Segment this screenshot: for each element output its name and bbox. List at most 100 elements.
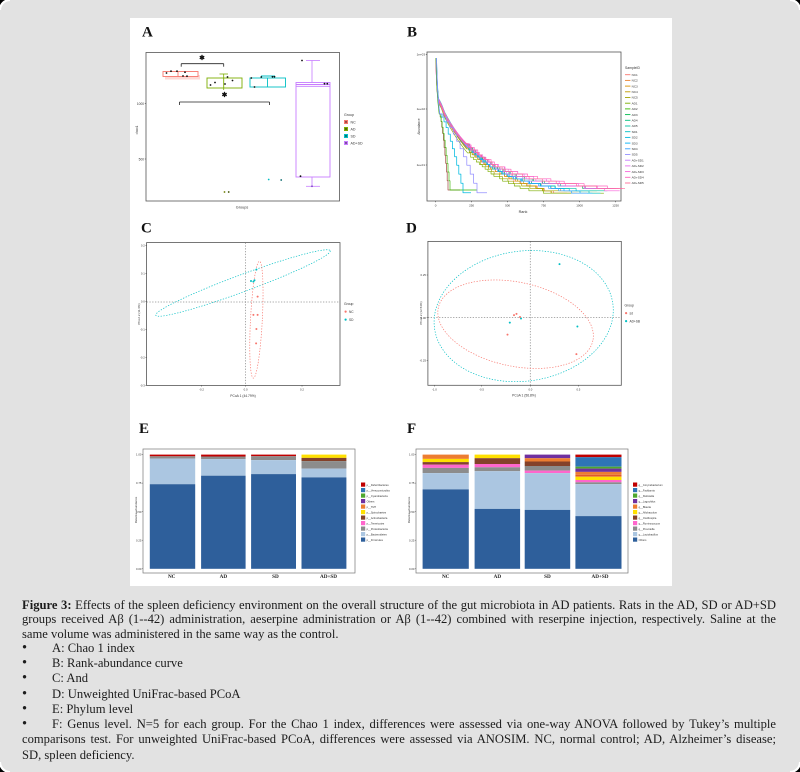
svg-text:AD+SD5: AD+SD5	[632, 181, 644, 185]
svg-text:F: F	[407, 421, 416, 437]
svg-text:NC: NC	[349, 310, 354, 314]
svg-text:p__TM7: p__TM7	[367, 505, 377, 509]
svg-text:AD+SD3: AD+SD3	[632, 170, 644, 174]
svg-text:0.25: 0.25	[136, 538, 142, 542]
svg-text:chao1: chao1	[135, 125, 139, 134]
svg-text:AD+SD2: AD+SD2	[632, 164, 644, 168]
svg-text:1000: 1000	[137, 102, 144, 106]
svg-text:C: C	[141, 221, 152, 237]
svg-text:SD2: SD2	[632, 136, 638, 140]
svg-text:sd: sd	[630, 312, 634, 316]
svg-text:NC1: NC1	[632, 73, 638, 77]
svg-text:Group: Group	[625, 304, 635, 308]
svg-text:AD: AD	[351, 127, 356, 131]
svg-text:g__Lagochilus: g__Lagochilus	[639, 499, 656, 503]
svg-text:0.1: 0.1	[141, 272, 145, 276]
svg-text:SD3: SD3	[632, 141, 638, 145]
svg-text:NC2: NC2	[632, 79, 638, 83]
svg-text:g__Allobaculum: g__Allobaculum	[639, 510, 657, 514]
svg-text:AD5: AD5	[632, 124, 638, 128]
svg-text:g__Facklamia: g__Facklamia	[639, 488, 656, 492]
svg-text:A: A	[142, 25, 153, 41]
svg-text:1e+01: 1e+01	[417, 163, 426, 167]
svg-text:SD: SD	[351, 134, 356, 138]
svg-text:NC5: NC5	[632, 96, 638, 100]
svg-text:750: 750	[541, 204, 546, 208]
svg-text:g__Ruminococcus: g__Ruminococcus	[639, 521, 661, 525]
svg-text:-1.0: -1.0	[432, 387, 437, 391]
svg-text:NC: NC	[442, 574, 450, 580]
svg-text:250: 250	[469, 204, 474, 208]
svg-text:p__Firmicutes: p__Firmicutes	[367, 538, 384, 542]
svg-text:SD4: SD4	[632, 147, 638, 151]
svg-text:-0.5: -0.5	[479, 387, 484, 391]
svg-text:AD+SD4: AD+SD4	[632, 176, 644, 180]
svg-text:p__Verrucomicrobia: p__Verrucomicrobia	[367, 488, 391, 492]
svg-text:Others: Others	[639, 538, 647, 542]
svg-text:g__Oscillospira: g__Oscillospira	[639, 516, 657, 520]
svg-text:g__Prevotella: g__Prevotella	[639, 527, 655, 531]
svg-text:p__Cyanobacteria: p__Cyanobacteria	[367, 494, 389, 498]
svg-text:NC: NC	[351, 120, 357, 124]
svg-text:SD: SD	[272, 574, 279, 580]
svg-text:0.5: 0.5	[576, 387, 580, 391]
svg-text:AD2: AD2	[632, 107, 638, 111]
svg-text:p__Deferribacteres: p__Deferribacteres	[367, 483, 390, 487]
svg-text:PCoA 2 (12.54%): PCoA 2 (12.54%)	[419, 301, 423, 324]
svg-text:0: 0	[435, 204, 437, 208]
svg-text:p__Spirochaetes: p__Spirochaetes	[367, 510, 387, 514]
svg-text:p__Bacteroidetes: p__Bacteroidetes	[367, 532, 388, 536]
svg-text:0.0: 0.0	[244, 387, 248, 391]
svg-text:Rank: Rank	[519, 210, 528, 214]
svg-text:0.25: 0.25	[409, 538, 415, 542]
svg-text:Group: Group	[344, 113, 354, 117]
svg-text:0.2: 0.2	[300, 387, 304, 391]
svg-text:p__Tenericutes: p__Tenericutes	[367, 521, 385, 525]
svg-text:0.00: 0.00	[421, 316, 427, 320]
svg-text:p__Actinobacteria: p__Actinobacteria	[367, 516, 388, 520]
svg-text:AD+SD: AD+SD	[591, 574, 608, 580]
svg-text:0.0: 0.0	[141, 300, 145, 304]
svg-text:PCoA 1 (56.8%): PCoA 1 (56.8%)	[512, 394, 536, 398]
svg-text:0.50: 0.50	[136, 510, 142, 514]
svg-text:AD4: AD4	[632, 119, 638, 123]
svg-text:-0.3: -0.3	[140, 384, 145, 388]
svg-text:0.00: 0.00	[136, 567, 142, 571]
svg-text:Groups: Groups	[236, 206, 249, 210]
svg-text:1e+03: 1e+03	[417, 53, 426, 57]
svg-text:500: 500	[505, 204, 510, 208]
svg-text:NC4: NC4	[632, 90, 638, 94]
svg-text:g__Corynebacterium: g__Corynebacterium	[639, 483, 663, 487]
svg-text:NC3: NC3	[632, 84, 638, 88]
svg-text:PCoA 1 (44.79%): PCoA 1 (44.79%)	[230, 394, 255, 398]
svg-text:500: 500	[139, 158, 145, 162]
svg-text:D: D	[406, 221, 417, 237]
svg-text:0.50: 0.50	[409, 510, 415, 514]
svg-text:0.2: 0.2	[141, 244, 145, 248]
svg-text:p__Proteobacteria: p__Proteobacteria	[367, 527, 389, 531]
svg-text:SD: SD	[349, 318, 354, 322]
svg-text:g__Lactobacillus: g__Lactobacillus	[639, 532, 659, 536]
svg-text:Relative abundance: Relative abundance	[407, 496, 411, 523]
svg-text:AD3: AD3	[632, 113, 638, 117]
svg-text:AD+SD: AD+SD	[351, 141, 363, 145]
svg-text:0.00: 0.00	[409, 567, 415, 571]
svg-text:AD+SD1: AD+SD1	[632, 158, 644, 162]
svg-text:g__Blautia: g__Blautia	[639, 505, 652, 509]
svg-text:Abundance: Abundance	[417, 118, 421, 134]
svg-text:-0.2: -0.2	[140, 356, 145, 360]
svg-text:0.75: 0.75	[136, 481, 142, 485]
svg-text:-0.1: -0.1	[140, 328, 145, 332]
svg-text:1e+02: 1e+02	[417, 107, 426, 111]
svg-text:Others: Others	[367, 499, 375, 503]
svg-text:0.75: 0.75	[409, 481, 415, 485]
svg-text:SampleID: SampleID	[625, 66, 640, 70]
svg-text:1250: 1250	[612, 204, 619, 208]
svg-text:SD5: SD5	[632, 153, 638, 157]
svg-text:SD1: SD1	[632, 130, 638, 134]
svg-text:Relative abundance: Relative abundance	[134, 496, 138, 523]
svg-text:NC: NC	[168, 574, 176, 580]
svg-text:E: E	[139, 421, 149, 437]
svg-text:AD: AD	[220, 574, 228, 580]
svg-text:-0.25: -0.25	[420, 359, 427, 363]
